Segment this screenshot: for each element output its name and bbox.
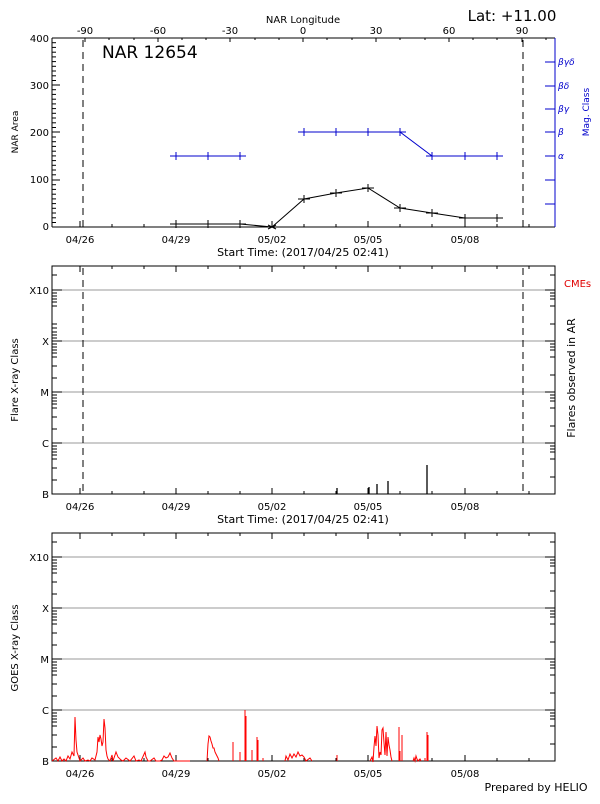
svg-text:-30: -30 — [222, 26, 238, 37]
goes-class-tick-labels: B C M X X10 — [29, 553, 49, 768]
svg-text:X10: X10 — [29, 286, 49, 297]
panel2-x-axis-label: Start Time: (2017/04/25 02:41) — [217, 513, 389, 526]
svg-text:05/05: 05/05 — [354, 235, 383, 246]
svg-text:90: 90 — [516, 26, 529, 37]
svg-text:04/26: 04/26 — [66, 235, 95, 246]
svg-text:100: 100 — [30, 175, 49, 186]
svg-text:05/02: 05/02 — [258, 502, 287, 513]
svg-text:C: C — [42, 439, 49, 450]
svg-text:B: B — [42, 757, 49, 768]
svg-text:05/05: 05/05 — [354, 502, 383, 513]
svg-text:C: C — [42, 706, 49, 717]
goes-flux-series — [51, 710, 429, 763]
date-tick-labels-panel2: 04/26 04/29 05/02 05/05 05/08 — [66, 502, 480, 513]
flare-bars — [336, 465, 428, 494]
svg-text:05/05: 05/05 — [354, 769, 383, 780]
svg-text:X: X — [42, 604, 49, 615]
mag-class-axis-label: Mag. Class — [582, 87, 592, 136]
area-series — [170, 184, 503, 230]
svg-text:05/08: 05/08 — [451, 769, 480, 780]
svg-text:βγδ: βγδ — [557, 58, 575, 68]
svg-text:0: 0 — [300, 26, 306, 37]
svg-text:04/26: 04/26 — [66, 502, 95, 513]
svg-text:200: 200 — [30, 128, 49, 139]
svg-text:04/29: 04/29 — [162, 235, 191, 246]
lat-label: Lat: +11.00 — [468, 7, 557, 25]
mag-class-series — [170, 128, 503, 160]
credit-text: Prepared by HELIO — [485, 781, 588, 794]
svg-text:30: 30 — [370, 26, 383, 37]
svg-text:0: 0 — [43, 222, 49, 233]
cme-legend-label: CMEs — [564, 279, 591, 290]
panel-flares: B C M X X10 Flare X-ray Class Flares obs… — [10, 265, 591, 526]
svg-text:300: 300 — [30, 81, 49, 92]
svg-text:400: 400 — [30, 34, 49, 45]
svg-text:60: 60 — [443, 26, 456, 37]
svg-text:X: X — [42, 337, 49, 348]
svg-text:X10: X10 — [29, 553, 49, 564]
area-y-axis-label: NAR Area — [11, 111, 21, 154]
goes-class-axis-label: GOES X-ray Class — [10, 604, 21, 691]
panel-nar-area: 0 100 200 300 400 NAR Area 04/26 04/29 0… — [11, 34, 592, 259]
date-tick-labels-panel3: 04/26 04/29 05/02 05/05 05/08 — [66, 769, 480, 780]
svg-text:α: α — [558, 152, 564, 162]
svg-text:βγ: βγ — [557, 105, 570, 115]
svg-text:M: M — [40, 388, 49, 399]
svg-text:β: β — [557, 128, 564, 138]
svg-text:05/02: 05/02 — [258, 235, 287, 246]
svg-text:05/02: 05/02 — [258, 769, 287, 780]
svg-text:05/08: 05/08 — [451, 235, 480, 246]
svg-text:04/26: 04/26 — [66, 769, 95, 780]
svg-text:M: M — [40, 655, 49, 666]
date-tick-labels-panel1: 04/26 04/29 05/02 05/05 05/08 — [66, 235, 480, 246]
svg-text:04/29: 04/29 — [162, 502, 191, 513]
mag-class-tick-labels: α β βγ βδ βγδ — [557, 58, 575, 162]
panel-goes: B C M X X10 GOES X-ray Class 04/26 04/29… — [10, 532, 556, 780]
area-y-tick-labels: 0 100 200 300 400 — [30, 34, 49, 233]
svg-text:-60: -60 — [150, 26, 166, 37]
svg-text:05/08: 05/08 — [451, 502, 480, 513]
svg-text:βδ: βδ — [557, 82, 570, 92]
flares-observed-axis-label: Flares observed in AR — [565, 318, 578, 438]
svg-text:04/29: 04/29 — [162, 769, 191, 780]
svg-text:B: B — [42, 490, 49, 501]
flare-class-axis-label: Flare X-ray Class — [10, 338, 21, 422]
svg-text:-90: -90 — [77, 26, 93, 37]
panel1-x-axis-label: Start Time: (2017/04/25 02:41) — [217, 246, 389, 259]
region-title: NAR 12654 — [102, 43, 198, 63]
flare-class-tick-labels: B C M X X10 — [29, 286, 49, 501]
longitude-axis-title: NAR Longitude — [266, 15, 340, 26]
longitude-tick-labels: -90 -60 -30 0 30 60 90 — [77, 26, 529, 37]
